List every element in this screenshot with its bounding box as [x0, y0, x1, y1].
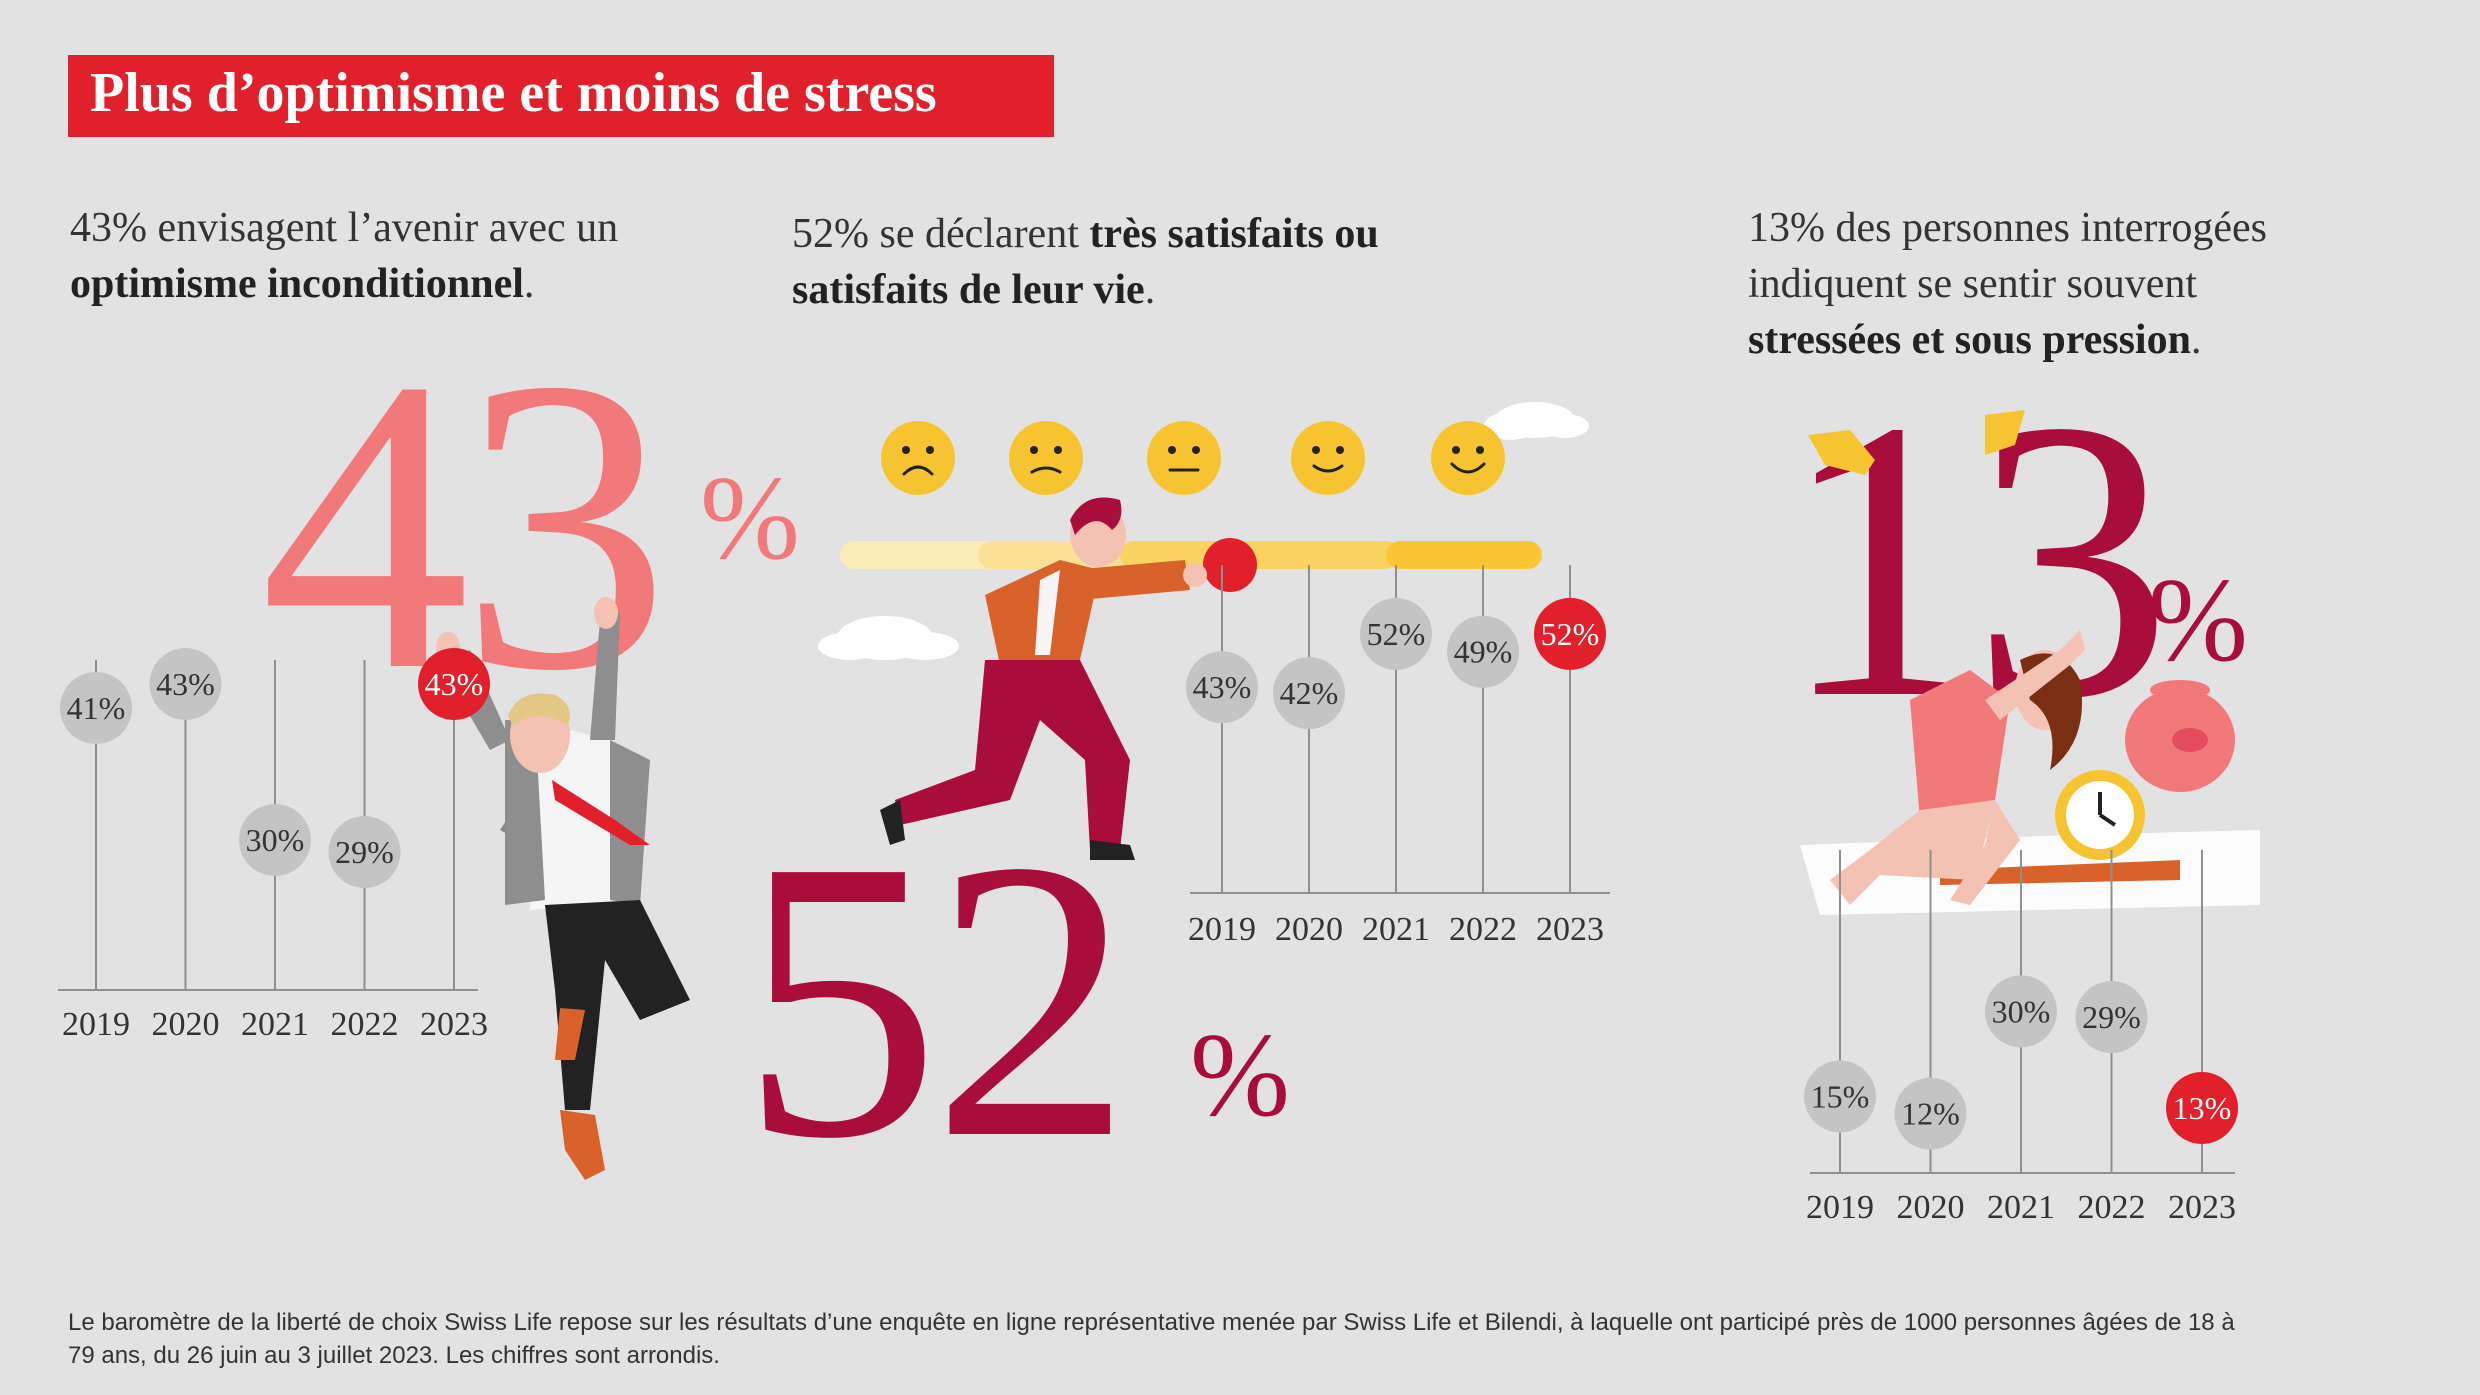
satisfaction-lead: 52% se déclarent très satisfaits ou sati… — [792, 206, 1432, 318]
optimism-big-percent: % — [700, 458, 800, 578]
sad-face-icon — [1009, 421, 1083, 495]
stress-lead-bold: stressées et sous pression — [1748, 317, 2191, 363]
data-label: 30% — [246, 822, 305, 858]
data-label: 43% — [425, 666, 484, 702]
stress-chart: 15% 2019 12% 2020 30% 2021 29% 2022 13% 2023 — [1804, 850, 2238, 1226]
x-tick-label: 2019 — [1806, 1189, 1874, 1226]
x-tick-label: 2019 — [1188, 911, 1256, 948]
data-label: 52% — [1541, 616, 1600, 652]
data-label: 41% — [67, 690, 126, 726]
x-tick-label: 2019 — [62, 1006, 130, 1043]
title-banner: Plus d’optimisme et moins de stress — [68, 55, 1054, 137]
data-label: 43% — [1193, 669, 1252, 705]
very-sad-face-icon — [881, 421, 955, 495]
data-point — [1534, 597, 1606, 670]
data-label: 15% — [1811, 1079, 1870, 1115]
stress-lead: 13% des personnes interrogées indiquent … — [1748, 200, 2388, 368]
charts-layer: 41% 2019 43% 2020 30% 2021 29% 2022 43% 2023 43% 20… — [58, 565, 2238, 1226]
x-tick-label: 2021 — [1362, 911, 1430, 948]
x-tick-label: 2020 — [152, 1006, 220, 1043]
x-tick-label: 2023 — [1536, 911, 1604, 948]
page-title: Plus d’optimisme et moins de stress — [90, 62, 937, 124]
x-tick-label: 2023 — [2168, 1189, 2236, 1226]
data-label: 52% — [1367, 616, 1426, 652]
scale-segment — [1386, 541, 1542, 569]
stress-big-percent: % — [2148, 560, 2248, 680]
neutral-face-icon — [1147, 421, 1221, 495]
satisfaction-chart: 43% 2019 42% 2020 52% 2021 49% 2022 52% 2023 — [1186, 565, 1610, 948]
stress-big-unit: % — [2148, 553, 2248, 686]
data-label: 12% — [1901, 1096, 1960, 1132]
satisfaction-big-number: 52 — [740, 800, 1132, 1200]
satisfaction-big-unit: % — [1190, 1008, 1290, 1141]
data-point — [1894, 1077, 1967, 1150]
data-point — [418, 648, 490, 720]
x-tick-label: 2021 — [1987, 1189, 2055, 1226]
scale-marker — [1203, 538, 1257, 592]
data-label: 30% — [1992, 993, 2051, 1029]
data-point — [328, 816, 401, 888]
stress-lead-text: 13% des personnes interrogées indiquent … — [1748, 205, 2268, 307]
jumping-man-illustration — [436, 597, 690, 1180]
cloud-illustration — [818, 402, 1589, 660]
optimism-lead: 43% envisagent l’avenir avec un optimism… — [70, 200, 710, 312]
stress-lead-end: . — [2190, 317, 2202, 363]
data-point — [1804, 1060, 1876, 1133]
shoes-illustration — [1808, 410, 2025, 475]
optimism-lead-bold: optimisme inconditionnel — [70, 261, 524, 307]
data-point — [1985, 975, 2057, 1048]
satisfaction-lead-bold: très satisfaits ou satisfaits de leur vi… — [792, 211, 1379, 313]
satisfaction-big-digits: 52 — [740, 778, 1132, 1221]
data-point — [239, 804, 311, 876]
x-tick-label: 2022 — [1449, 911, 1517, 948]
data-point — [1186, 651, 1258, 724]
satisfaction-faces — [881, 421, 1505, 495]
satisfaction-lead-text: 52% se déclarent — [792, 211, 1090, 257]
happy-face-icon — [1431, 421, 1505, 495]
data-point — [1273, 657, 1345, 730]
data-point — [1360, 597, 1432, 670]
footnote: Le baromètre de la liberté de choix Swis… — [68, 1309, 2235, 1369]
x-tick-label: 2022 — [2078, 1189, 2146, 1226]
stressed-woman-illustration — [1800, 630, 2260, 915]
optimism-lead-text: 43% envisagent l’avenir avec un — [70, 205, 619, 251]
data-point — [149, 648, 222, 720]
satisfaction-lead-end: . — [1144, 267, 1156, 313]
smile-face-icon — [1291, 421, 1365, 495]
x-tick-label: 2020 — [1275, 911, 1343, 948]
optimism-lead-end: . — [523, 261, 535, 307]
data-label: 13% — [2173, 1090, 2232, 1126]
data-label: 29% — [335, 834, 394, 870]
optimism-big-unit: % — [700, 451, 800, 584]
x-tick-label: 2021 — [241, 1006, 309, 1043]
x-tick-label: 2023 — [420, 1006, 488, 1043]
running-man-illustration — [880, 497, 1207, 860]
data-point — [2075, 981, 2148, 1054]
satisfaction-big-percent: % — [1190, 1015, 1290, 1135]
x-tick-label: 2020 — [1897, 1189, 1965, 1226]
data-label: 49% — [1454, 634, 1513, 670]
data-point — [2166, 1071, 2238, 1144]
data-point — [60, 672, 132, 744]
data-label: 42% — [1280, 675, 1339, 711]
data-point — [1447, 615, 1519, 688]
satisfaction-scale-bar — [840, 538, 1542, 592]
scale-segment — [1120, 541, 1400, 569]
data-label: 43% — [156, 666, 215, 702]
data-label: 29% — [2082, 999, 2141, 1035]
x-tick-label: 2022 — [331, 1006, 399, 1043]
optimism-chart: 41% 2019 43% 2020 30% 2021 29% 2022 43% 2023 — [58, 648, 490, 1043]
